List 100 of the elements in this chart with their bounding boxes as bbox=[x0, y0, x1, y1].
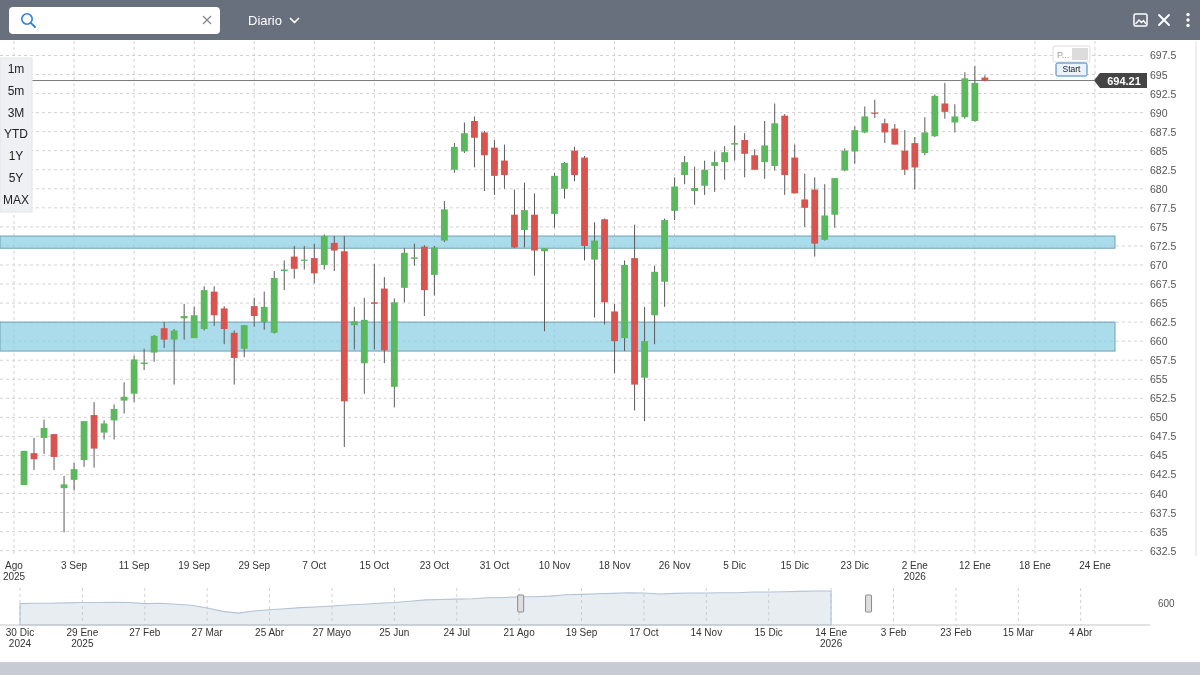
x-tick-label: 23 Feb bbox=[940, 627, 972, 638]
y-tick-label: 685 bbox=[1150, 144, 1168, 157]
x-tick-label: 29 Ene 2025 bbox=[66, 627, 99, 649]
y-tick-label: 660 bbox=[1150, 335, 1168, 348]
x-tick-label: 2 Ene 2026 bbox=[901, 560, 929, 582]
y-tick-label: 652.5 bbox=[1150, 392, 1177, 405]
y-tick-label: 647.5 bbox=[1150, 430, 1177, 443]
candlestick bbox=[501, 144, 508, 190]
y-tick-label: 680 bbox=[1150, 182, 1168, 195]
candlestick bbox=[461, 122, 468, 154]
candlestick bbox=[220, 305, 228, 345]
y-tick-label: 687.5 bbox=[1150, 125, 1177, 138]
candlestick bbox=[60, 475, 68, 533]
annotation: 1Y bbox=[8, 149, 24, 164]
x-tick-label: 12 Ene bbox=[959, 560, 992, 571]
x-tick-label: 11 Sep bbox=[118, 560, 151, 571]
x-tick-label: 24 Ene bbox=[1079, 560, 1112, 571]
candlestick bbox=[150, 334, 158, 363]
candlestick bbox=[861, 106, 869, 134]
x-tick-label: 17 Oct bbox=[629, 627, 659, 638]
candlestick bbox=[741, 132, 749, 178]
y-tick-label: 637.5 bbox=[1150, 506, 1177, 519]
candlestick bbox=[891, 123, 899, 146]
x-tick-label: 4 Abr bbox=[1069, 627, 1094, 638]
x-tick-label: Ago 2025 bbox=[2, 560, 26, 582]
y-tick-label: 695 bbox=[1150, 68, 1168, 81]
candlestick bbox=[190, 306, 198, 339]
x-tick-label: 15 Mar bbox=[1002, 627, 1035, 638]
candlestick bbox=[350, 306, 358, 351]
y-tick-label: 677.5 bbox=[1150, 201, 1177, 214]
x-tick-label: 5 Dic bbox=[723, 560, 747, 571]
x-tick-label: 10 Nov bbox=[538, 560, 571, 571]
candlestick bbox=[801, 173, 809, 228]
candlestick bbox=[140, 348, 148, 371]
x-tick-label: 24 Jul bbox=[443, 627, 471, 638]
candlestick bbox=[290, 245, 298, 280]
candlestick bbox=[691, 166, 699, 206]
y-tick-label: 667.5 bbox=[1150, 278, 1177, 291]
x-tick-label: 3 Sep bbox=[61, 560, 88, 571]
annotation: 5m bbox=[7, 83, 25, 98]
candlestick bbox=[901, 129, 909, 176]
y-tick-label: 697.5 bbox=[1150, 49, 1177, 62]
candlestick bbox=[160, 321, 168, 349]
candlestick bbox=[881, 118, 889, 144]
candlestick bbox=[541, 247, 548, 332]
candlestick bbox=[981, 74, 989, 82]
x-tick-label: 15 Oct bbox=[359, 560, 390, 571]
y-tick-label: 682.5 bbox=[1150, 163, 1177, 176]
x-tick-label: 14 Ene 2026 bbox=[815, 627, 848, 649]
x-tick-label: 15 Dic bbox=[754, 627, 783, 638]
candlestick bbox=[110, 403, 118, 440]
annotation: P... bbox=[1057, 50, 1070, 60]
candlestick bbox=[451, 142, 458, 174]
x-tick-label: 14 Nov bbox=[690, 627, 723, 638]
x-tick-label: 18 Ene bbox=[1019, 560, 1052, 571]
candlestick bbox=[240, 324, 248, 358]
x-tick-label: 23 Dic bbox=[840, 560, 869, 571]
x-tick-label: 19 Sep bbox=[178, 560, 211, 571]
y-tick-label: 665 bbox=[1150, 297, 1168, 310]
x-tick-label: 27 Feb bbox=[129, 627, 161, 638]
candlestick bbox=[410, 243, 418, 267]
annotation: Start bbox=[1062, 64, 1082, 74]
candlestick bbox=[210, 285, 218, 327]
annotation: YTD bbox=[4, 127, 29, 142]
candlestick bbox=[951, 103, 959, 133]
x-tick-label: 15 Dic bbox=[780, 560, 809, 571]
annotation: MAX bbox=[2, 192, 30, 207]
candlestick bbox=[481, 130, 488, 192]
x-tick-label: 27 Mar bbox=[191, 627, 224, 638]
candlestick bbox=[521, 182, 528, 248]
x-tick-label: 23 Oct bbox=[419, 560, 450, 571]
candlestick bbox=[731, 125, 739, 162]
y-tick-label: 672.5 bbox=[1150, 239, 1177, 252]
annotation: 1m bbox=[7, 62, 25, 76]
candlestick bbox=[40, 419, 48, 455]
x-tick-label: 27 Mayo bbox=[312, 627, 352, 638]
candlestick bbox=[330, 235, 338, 272]
y-tick-label: 670 bbox=[1150, 258, 1168, 271]
x-tick-label: 29 Sep bbox=[238, 560, 271, 571]
candlestick bbox=[921, 116, 929, 156]
y-tick-label: 650 bbox=[1150, 411, 1168, 424]
annotation: 5Y bbox=[8, 171, 24, 185]
text: Diario bbox=[248, 13, 282, 28]
candlestick bbox=[170, 328, 178, 386]
y-tick-label: 642.5 bbox=[1150, 468, 1177, 481]
y-tick-label: 632.5 bbox=[1150, 544, 1177, 557]
candlestick bbox=[701, 160, 709, 196]
candlestick bbox=[70, 462, 78, 491]
y-tick-label: 690 bbox=[1150, 106, 1168, 119]
annotation: 3M bbox=[7, 105, 25, 120]
candlestick bbox=[260, 291, 268, 331]
candlestick bbox=[681, 155, 689, 185]
x-tick-label: 25 Jun bbox=[379, 627, 410, 638]
x-tick-label: 31 Oct bbox=[479, 560, 510, 571]
x-tick-label: 3 Feb bbox=[880, 627, 907, 638]
y-tick-label: 640 bbox=[1150, 487, 1168, 500]
candlestick bbox=[941, 82, 949, 120]
y-tick-label: 655 bbox=[1150, 373, 1168, 386]
x-tick-label: 21 Ago bbox=[503, 627, 536, 638]
candlestick bbox=[851, 125, 859, 165]
